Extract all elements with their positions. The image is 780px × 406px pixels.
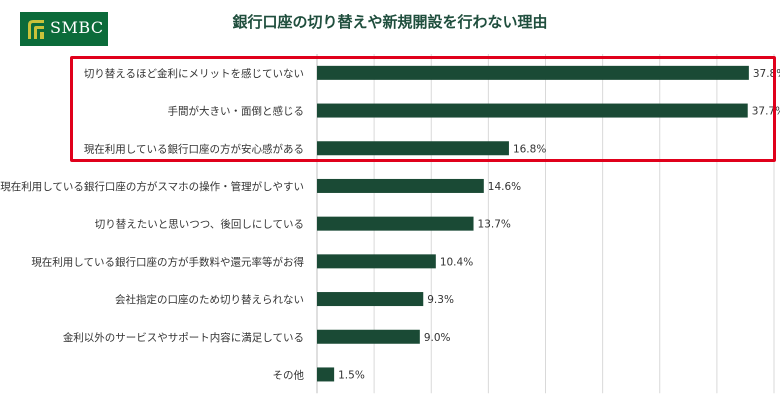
- value-label: 14.6%: [488, 181, 521, 193]
- bar: [317, 329, 420, 344]
- value-label: 9.0%: [424, 332, 451, 344]
- smbc-logo: SMBC: [20, 12, 108, 46]
- bar: [317, 103, 748, 118]
- value-label: 1.5%: [338, 369, 365, 381]
- category-label: 金利以外のサービスやサポート内容に満足している: [63, 331, 304, 344]
- value-label: 16.8%: [513, 143, 546, 155]
- bar: [317, 292, 424, 307]
- bar: [317, 254, 436, 269]
- category-label: 切り替えるほど金利にメリットを感じていない: [84, 67, 304, 80]
- logo-text: SMBC: [50, 18, 104, 37]
- value-label: 37.7%: [752, 106, 780, 118]
- highlight-box: [70, 56, 776, 162]
- category-label: 手間が大きい・面倒と感じる: [168, 105, 305, 118]
- chart-title: 銀行口座の切り替えや新規開設を行わない理由: [232, 13, 548, 31]
- category-label: 現在利用している銀行口座の方が手数料や還元率等がお得: [31, 255, 304, 268]
- value-label: 10.4%: [440, 256, 473, 268]
- bar: [317, 367, 335, 382]
- category-label: 現在利用している銀行口座の方が安心感がある: [84, 142, 304, 155]
- value-label: 9.3%: [427, 294, 454, 306]
- bar: [317, 178, 484, 193]
- bar: [317, 65, 749, 80]
- value-label: 13.7%: [478, 219, 511, 231]
- bar: [317, 216, 474, 231]
- leaf-icon: [28, 20, 44, 39]
- bar: [317, 141, 509, 156]
- category-label: 現在利用している銀行口座の方がスマホの操作・管理がしやすい: [0, 180, 304, 193]
- category-label: その他: [273, 368, 305, 381]
- category-label: 会社指定の口座のため切り替えられない: [115, 293, 304, 306]
- category-label: 切り替えたいと思いつつ、後回しにしている: [95, 218, 304, 231]
